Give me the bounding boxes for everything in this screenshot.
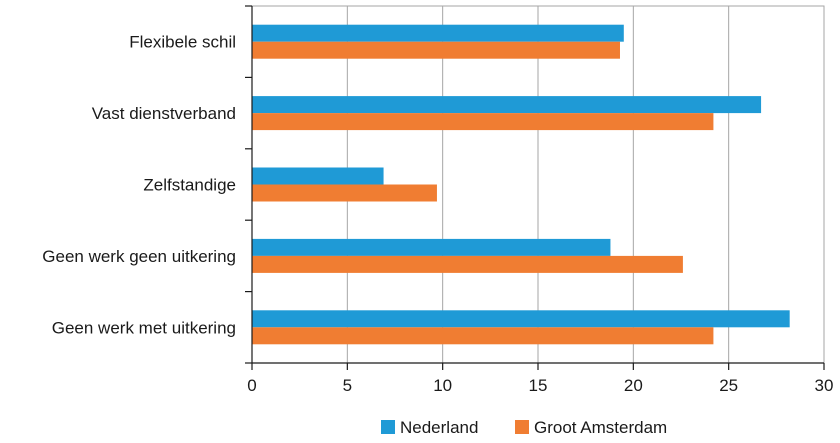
- x-tick-label-10: 10: [433, 376, 452, 395]
- legend-item-groot-amsterdam: Groot Amsterdam: [515, 418, 667, 437]
- category-label: Flexibele schil: [129, 33, 236, 52]
- legend-swatch: [515, 420, 529, 434]
- bar-groot-amsterdam-1: [252, 41, 620, 59]
- category-label: Vast dienstverband: [92, 104, 236, 123]
- x-tick-label-0: 0: [247, 376, 256, 395]
- category-label: Zelfstandige: [143, 176, 236, 195]
- x-tick-label-15: 15: [529, 376, 548, 395]
- x-tick-label-25: 25: [719, 376, 738, 395]
- bar-nederland-1: [252, 24, 624, 42]
- bar-nederland-3: [252, 167, 384, 185]
- category-label: Geen werk met uitkering: [52, 318, 236, 337]
- x-tick-label-20: 20: [624, 376, 643, 395]
- legend-label: Groot Amsterdam: [534, 418, 667, 437]
- legend-label: Nederland: [400, 418, 478, 437]
- legend-item-nederland: Nederland: [381, 418, 478, 437]
- bar-groot-amsterdam-2: [252, 113, 714, 131]
- x-tick-label-5: 5: [343, 376, 352, 395]
- axes: Flexibele schil Vast dienstverband Zelfsta…: [42, 5, 834, 395]
- bars: [252, 24, 790, 345]
- bar-nederland-5: [252, 310, 790, 328]
- legend: Nederland Groot Amsterdam: [381, 418, 667, 437]
- bar-groot-amsterdam-5: [252, 327, 714, 345]
- bar-nederland-4: [252, 238, 611, 256]
- category-label: Geen werk geen uitkering: [42, 247, 236, 266]
- grid-lines: [346, 6, 825, 363]
- x-tick-label-30: 30: [815, 376, 834, 395]
- bar-nederland-2: [252, 96, 762, 114]
- legend-swatch: [381, 420, 395, 434]
- bar-groot-amsterdam-3: [252, 184, 437, 202]
- bar-groot-amsterdam-4: [252, 255, 683, 273]
